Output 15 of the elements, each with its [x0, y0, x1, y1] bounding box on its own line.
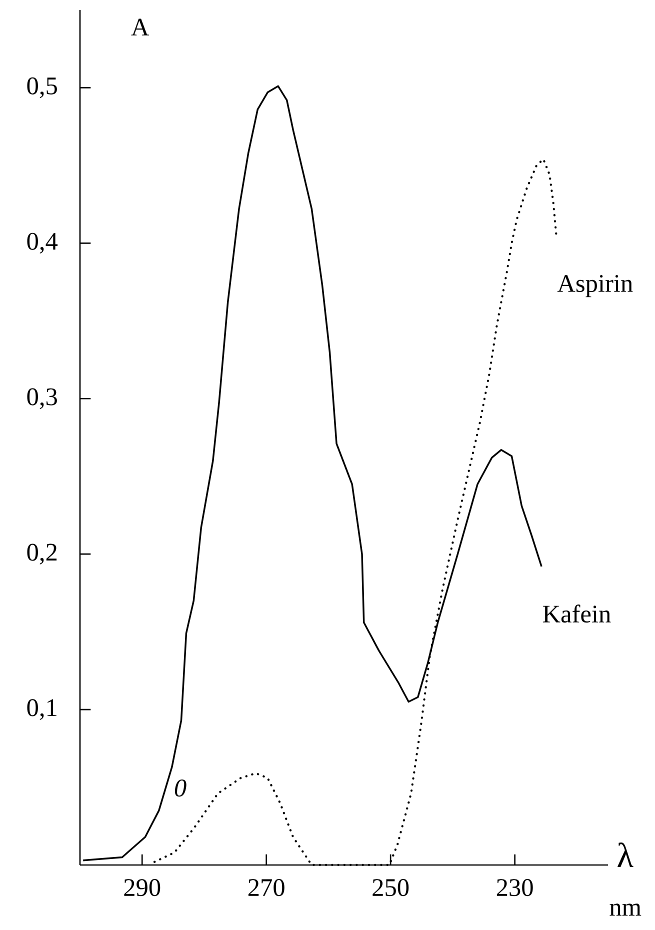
text: nm — [610, 904, 642, 916]
y-tick-label: 0,4 — [27, 232, 58, 254]
x-tick-label: 290 — [124, 879, 160, 896]
y-tick-label: 0,1 — [27, 699, 56, 720]
x-axis-title: λ — [618, 842, 634, 867]
x-tick-label: 270 — [248, 879, 284, 896]
annotation: 0 — [174, 780, 186, 797]
x-tick-label: 230 — [496, 879, 533, 896]
y-tick-label: 0,2 — [27, 544, 57, 564]
y-tick-label: 0,3 — [27, 388, 57, 409]
y-tick-label: 0,5 — [27, 77, 57, 98]
x-tick-label: 250 — [372, 879, 409, 896]
y-axis-title: A — [131, 18, 150, 36]
series-label: Aspirin — [557, 275, 633, 298]
series-label: Kafein — [542, 604, 611, 623]
